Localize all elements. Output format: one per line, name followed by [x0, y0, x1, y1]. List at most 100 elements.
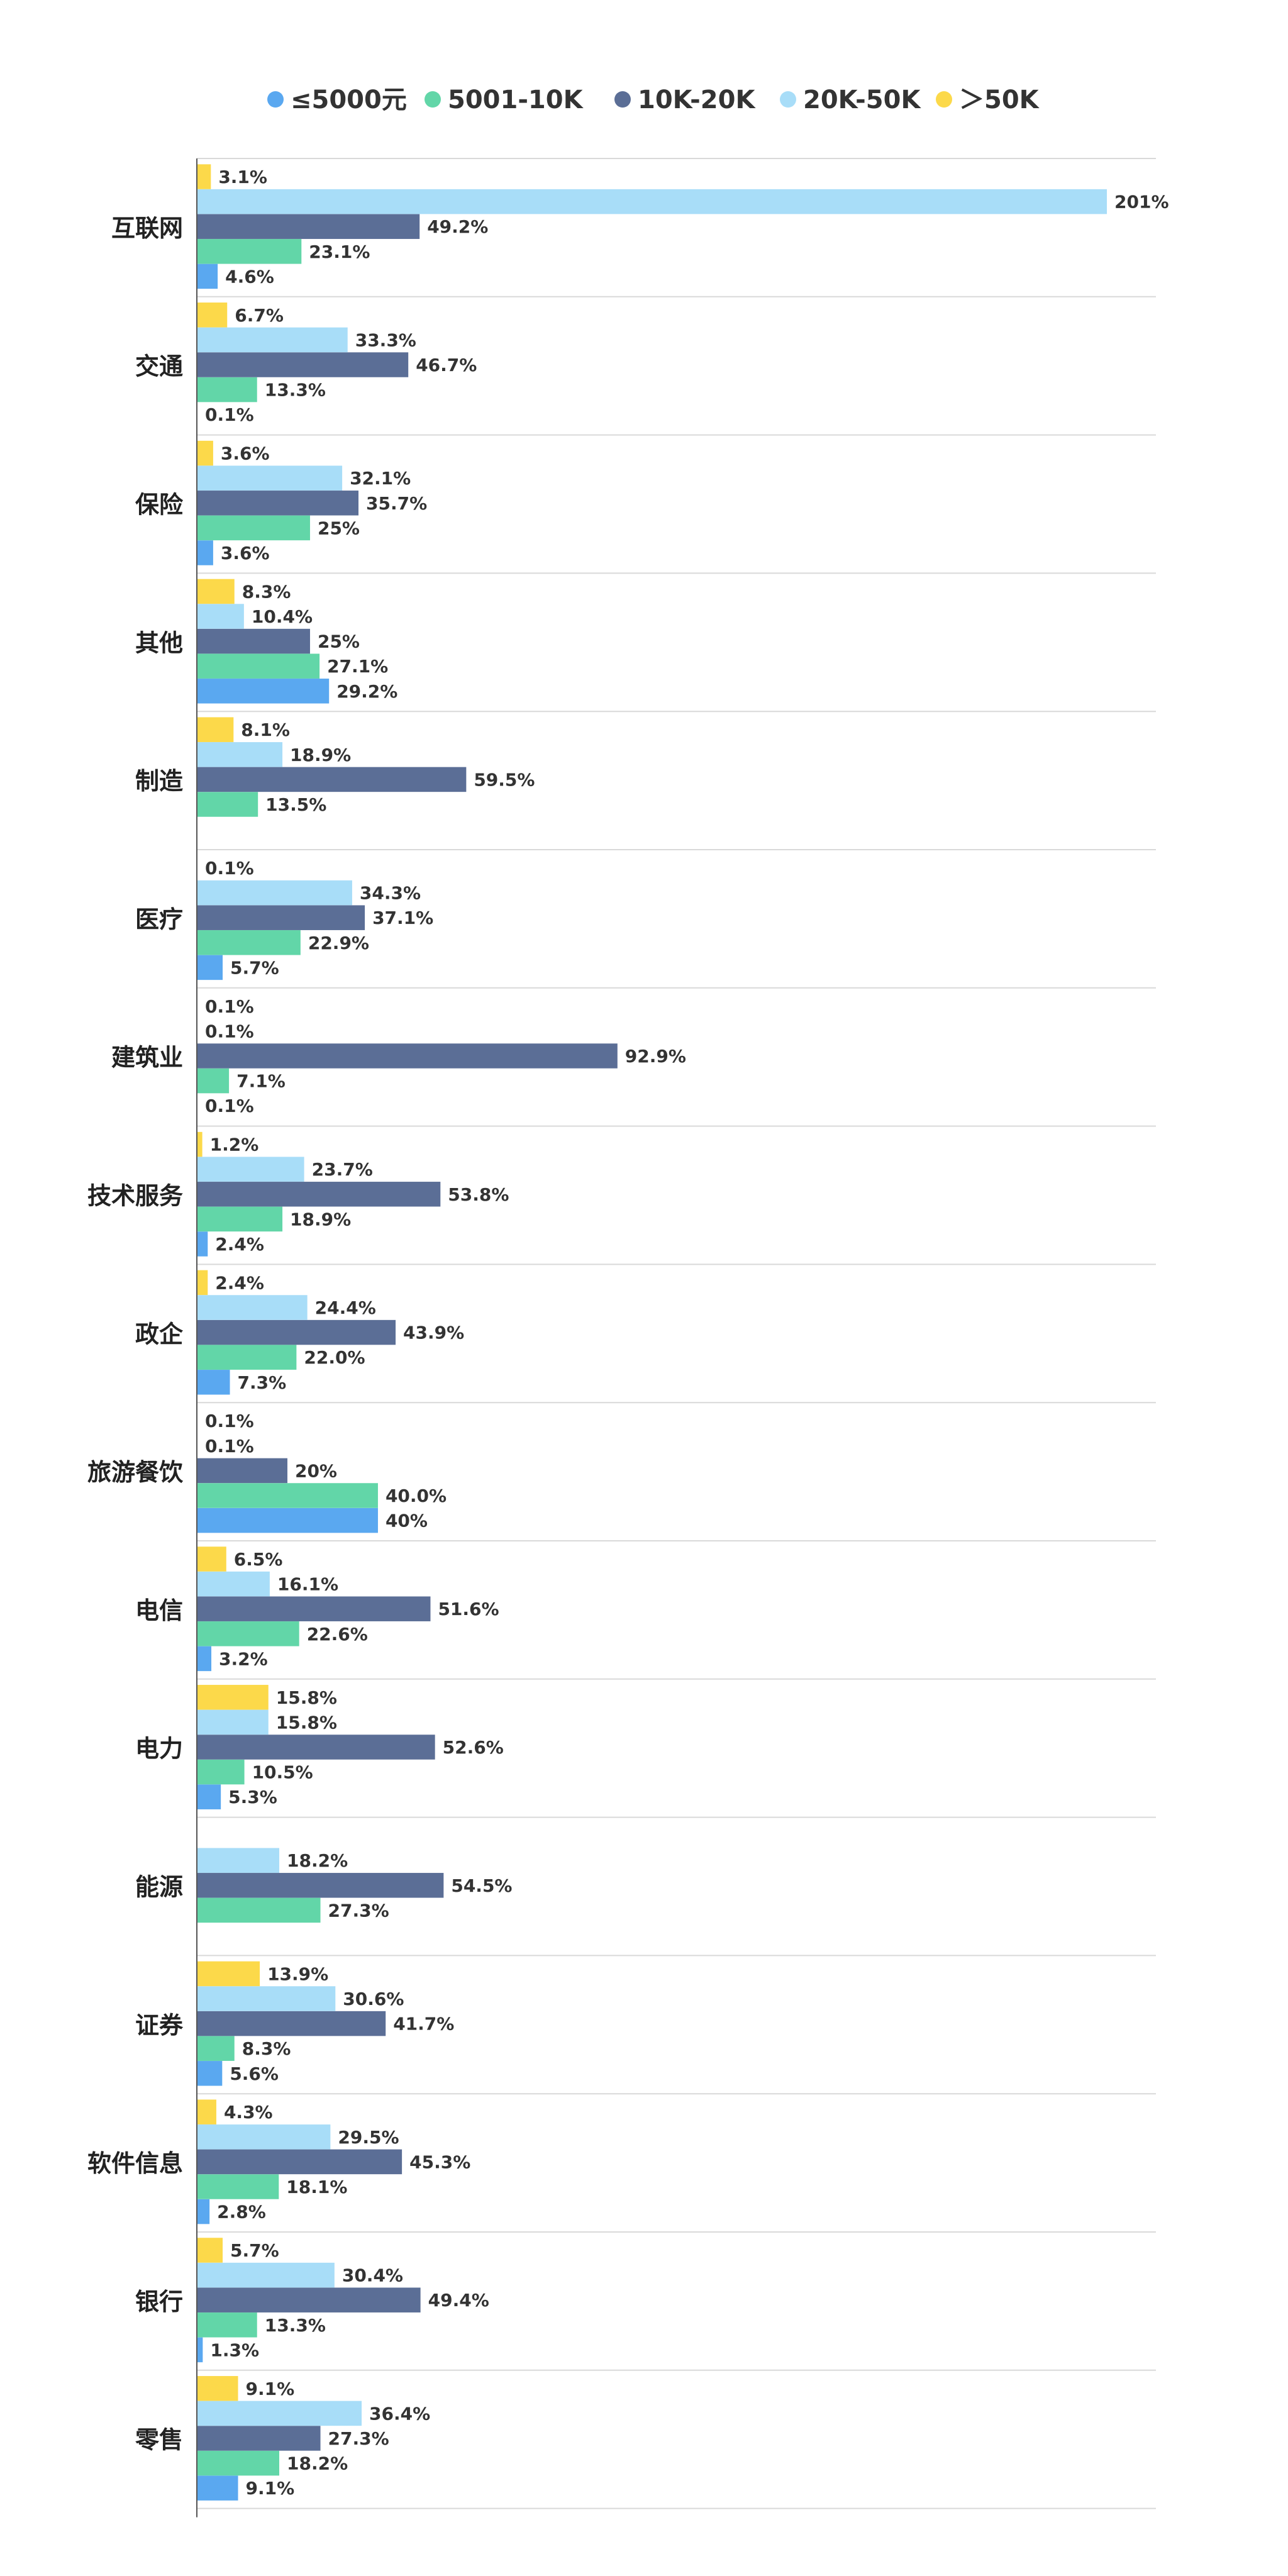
- bar: [197, 2036, 235, 2061]
- bar: [197, 792, 258, 817]
- bar: [197, 2011, 386, 2036]
- bar-value-label: 49.2%: [427, 216, 488, 237]
- bar: [197, 2287, 421, 2312]
- category-label: 证券: [135, 2011, 184, 2039]
- bar-value-label: 8.3%: [242, 2038, 291, 2059]
- bar: [197, 377, 257, 402]
- category-label: 零售: [135, 2426, 183, 2454]
- bar-value-label: 0.1%: [205, 1096, 254, 1116]
- bar-value-label: 13.3%: [265, 380, 326, 401]
- bar: [197, 1596, 431, 1621]
- bar-value-label: 27.1%: [327, 656, 388, 677]
- bar: [197, 1370, 230, 1395]
- bar: [197, 1571, 270, 1597]
- bar-value-label: 45.3%: [409, 2151, 470, 2172]
- bar-value-label: 33.3%: [355, 330, 416, 350]
- category-label: 电力: [135, 1735, 183, 1763]
- bar-value-label: 5.7%: [230, 957, 279, 978]
- bar-value-label: 30.4%: [342, 2265, 403, 2286]
- bar: [197, 2099, 216, 2124]
- bar: [197, 303, 228, 328]
- bar-value-label: 22.0%: [304, 1347, 365, 1368]
- bar-value-label: 4.3%: [224, 2102, 273, 2123]
- bar-value-label: 7.1%: [236, 1071, 286, 1092]
- value-labels: 4.6% 23.1% 49.2% 201% 3.1% 0.1% 13.3% 46.7%33.3…: [205, 167, 1169, 2499]
- category-dividers: [197, 158, 1156, 2509]
- bar: [197, 2199, 210, 2224]
- legend-marker-1: [425, 91, 441, 108]
- bar-value-label: 53.8%: [448, 1184, 509, 1205]
- bar: [197, 352, 409, 377]
- bar: [197, 2149, 402, 2175]
- bar-value-label: 3.6%: [221, 543, 270, 564]
- bar-value-label: 4.6%: [225, 266, 274, 287]
- bar-value-label: 25%: [318, 518, 360, 538]
- bar: [197, 955, 223, 980]
- bar: [197, 2238, 223, 2263]
- bar-value-label: 49.4%: [428, 2290, 489, 2311]
- bar: [197, 1685, 269, 1710]
- bar: [197, 214, 420, 239]
- bar: [197, 164, 211, 189]
- category-label: 旅游餐饮: [87, 1458, 184, 1486]
- bar: [197, 1735, 435, 1760]
- bar-value-label: 51.6%: [438, 1599, 499, 1619]
- bars: [197, 164, 1107, 2501]
- legend-label-2: 10K-20K: [638, 86, 756, 114]
- bar: [197, 1483, 378, 1508]
- bar-value-label: 22.6%: [307, 1624, 368, 1645]
- bar: [197, 491, 359, 516]
- bar-value-label: 29.5%: [338, 2127, 399, 2148]
- bar: [197, 2312, 257, 2338]
- bar-value-label: 2.4%: [215, 1272, 264, 1293]
- bar: [197, 239, 302, 264]
- bar-value-label: 35.7%: [366, 493, 427, 514]
- bar-value-label: 20%: [295, 1460, 337, 1481]
- legend-label-0: ≤5000元: [291, 86, 407, 114]
- bar: [197, 2337, 203, 2363]
- bar-value-label: 23.1%: [309, 242, 370, 262]
- bar: [197, 327, 348, 353]
- bar: [197, 1897, 321, 1923]
- bar-value-label: 3.6%: [221, 443, 270, 464]
- bar-value-label: 18.1%: [286, 2177, 347, 2197]
- bar-value-label: 92.9%: [625, 1046, 686, 1067]
- legend: ≤5000元 5001-10K 10K-20K 20K-50K ＞50K: [267, 86, 1040, 114]
- legend-marker-4: [936, 91, 952, 108]
- bar: [197, 1206, 283, 1232]
- bar-value-label: 13.5%: [265, 794, 326, 815]
- category-label: 技术服务: [87, 1182, 183, 1210]
- bar-value-label: 2.4%: [215, 1234, 264, 1255]
- bar: [197, 1784, 221, 1809]
- bar-value-label: 29.2%: [336, 681, 397, 702]
- bar-value-label: 16.1%: [277, 1574, 338, 1595]
- bar: [197, 1646, 212, 1672]
- bar-value-label: 13.9%: [267, 1963, 328, 1984]
- category-label: 互联网: [111, 214, 183, 242]
- bar-value-label: 22.9%: [308, 933, 369, 953]
- bar: [197, 579, 235, 604]
- bar-value-label: 5.7%: [230, 2240, 279, 2261]
- bar: [197, 1458, 287, 1484]
- bar: [197, 1131, 203, 1157]
- category-label: 能源: [135, 1874, 183, 1901]
- legend-label-3: 20K-50K: [803, 86, 921, 114]
- bar-value-label: 27.3%: [328, 1900, 389, 1921]
- bar: [197, 2174, 279, 2199]
- bar: [197, 2262, 335, 2288]
- category-label: 政企: [135, 1320, 184, 1348]
- bar-value-label: 15.8%: [276, 1712, 337, 1733]
- bar: [197, 1848, 280, 1873]
- category-label: 电信: [135, 1597, 183, 1624]
- bar: [197, 930, 301, 955]
- bar-value-label: 6.7%: [235, 305, 284, 326]
- bar: [197, 515, 310, 541]
- bar: [197, 1709, 269, 1735]
- bar-value-label: 3.2%: [219, 1648, 268, 1669]
- bar: [197, 189, 1107, 214]
- bar-value-label: 43.9%: [403, 1323, 464, 1343]
- bar-value-label: 3.1%: [218, 167, 267, 187]
- bar: [197, 767, 467, 792]
- bar-value-label: 0.1%: [205, 1021, 254, 1041]
- bar-value-label: 18.9%: [290, 745, 351, 765]
